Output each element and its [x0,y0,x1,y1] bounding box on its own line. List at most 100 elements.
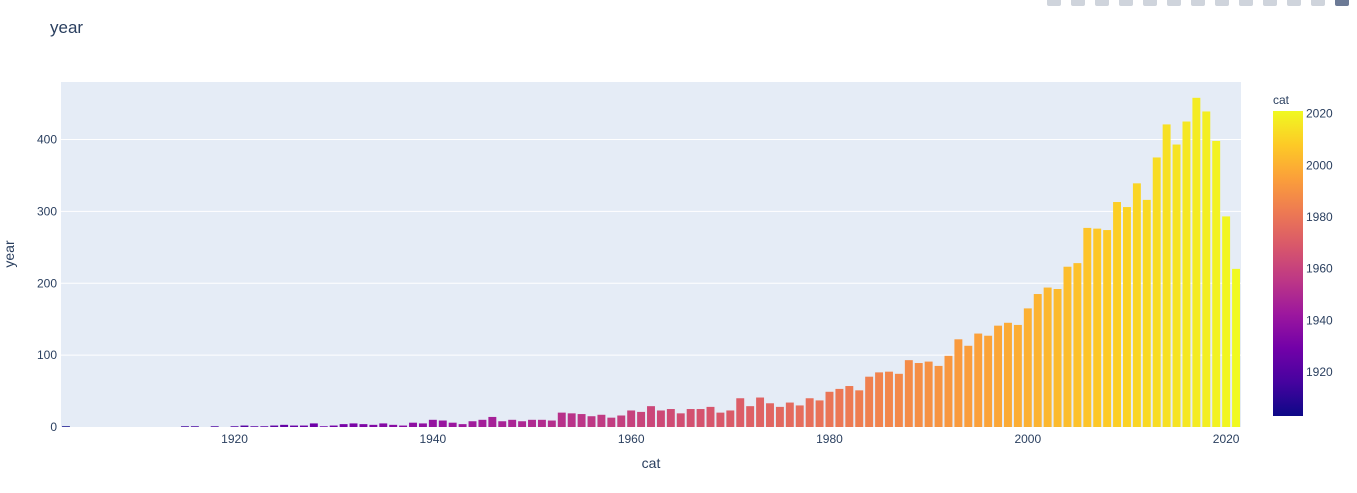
bar[interactable] [964,345,973,427]
bar[interactable] [1073,263,1082,428]
bar[interactable] [1103,230,1112,427]
bar[interactable] [1004,322,1012,427]
bar[interactable] [270,425,279,427]
bar[interactable] [994,325,1003,427]
bar[interactable] [230,426,239,427]
bar[interactable] [1202,111,1211,427]
bar[interactable] [438,420,447,427]
bar[interactable] [766,403,774,427]
bar[interactable] [577,414,586,427]
bar[interactable] [785,402,794,427]
pan-icon[interactable] [1095,0,1109,6]
bar[interactable] [835,388,844,427]
bar[interactable] [180,426,189,427]
zoom-icon[interactable] [1071,0,1085,6]
bar[interactable] [240,425,249,427]
bar[interactable] [1142,199,1151,428]
bar[interactable] [756,397,765,427]
bar[interactable] [686,409,695,427]
bar[interactable] [1152,157,1161,427]
bar[interactable] [1113,202,1122,427]
bar[interactable] [250,426,259,427]
bar[interactable] [1123,207,1131,427]
reset-axes-icon[interactable] [1239,0,1253,6]
zoom-out-icon[interactable] [1191,0,1205,6]
bar[interactable] [647,406,655,427]
bar[interactable] [299,425,308,427]
bar[interactable] [448,422,457,427]
bar[interactable] [934,365,943,427]
bar[interactable] [666,409,675,427]
bar[interactable] [280,424,289,427]
bar[interactable] [974,333,983,427]
bar[interactable] [1132,183,1141,427]
bar[interactable] [627,410,636,427]
bar[interactable] [210,426,219,427]
bar[interactable] [736,398,745,427]
bar[interactable] [349,423,358,427]
bar[interactable] [1033,294,1042,427]
bar[interactable] [61,426,70,427]
bar[interactable] [954,339,963,427]
camera-icon[interactable] [1047,0,1061,6]
bar[interactable] [726,410,735,427]
bar[interactable] [379,423,388,427]
bar[interactable] [428,419,437,427]
bar[interactable] [775,406,784,428]
bar[interactable] [190,426,199,427]
autoscale-icon[interactable] [1215,0,1229,6]
bar[interactable] [865,376,874,427]
bar[interactable] [1023,308,1032,427]
bar[interactable] [716,412,725,428]
bar[interactable] [478,419,487,427]
bar[interactable] [1063,266,1072,427]
bar[interactable] [557,412,566,428]
bar[interactable] [409,422,417,427]
bar[interactable] [805,398,814,427]
bar[interactable] [537,419,546,427]
bar[interactable] [637,411,646,427]
bar[interactable] [1013,324,1022,427]
bar[interactable] [260,426,269,427]
plotly-logo-icon[interactable] [1335,0,1349,6]
bar[interactable] [795,405,804,427]
bar[interactable] [309,423,318,427]
bar[interactable] [1093,228,1102,427]
bar[interactable] [1053,289,1062,427]
bar[interactable] [885,371,893,427]
hover-closest-icon[interactable] [1287,0,1301,6]
bar[interactable] [319,426,328,427]
bar[interactable] [597,414,606,427]
bar[interactable] [924,361,933,427]
bar[interactable] [875,372,884,428]
bar[interactable] [617,415,626,428]
bar[interactable] [389,424,398,427]
bar[interactable] [607,417,616,427]
bar[interactable] [825,391,834,427]
bar[interactable] [547,420,556,427]
bar[interactable] [1222,216,1231,427]
bar[interactable] [587,416,596,427]
bar[interactable] [1182,121,1191,427]
bar[interactable] [914,363,923,427]
bar[interactable] [498,421,507,427]
bar[interactable] [656,410,665,427]
lasso-icon[interactable] [1143,0,1157,6]
bar[interactable] [458,424,467,428]
bar[interactable] [904,360,913,427]
bar[interactable] [399,425,408,427]
bar[interactable] [815,400,824,427]
bar[interactable] [1172,144,1181,427]
bar[interactable] [984,335,993,427]
bar[interactable] [894,373,903,427]
bar[interactable] [1212,140,1221,427]
bar[interactable] [359,424,368,428]
bar[interactable] [468,421,477,427]
bar[interactable] [746,406,755,427]
bar[interactable] [528,419,536,427]
bar[interactable] [1162,124,1171,427]
spike-lines-icon[interactable] [1263,0,1277,6]
bar[interactable] [706,406,715,428]
bar[interactable] [329,425,338,427]
bar[interactable] [1232,268,1241,428]
